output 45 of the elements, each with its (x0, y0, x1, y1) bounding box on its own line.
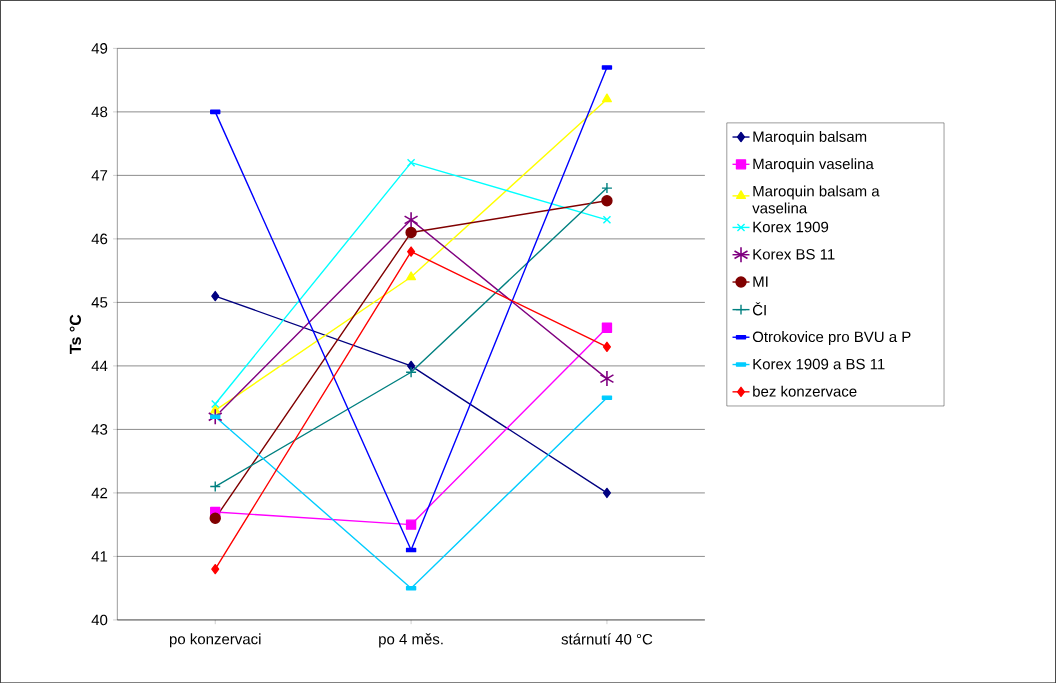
point (601, 182, 613, 194)
legend-label: Maroquin balsam a vaselina (752, 185, 880, 214)
y-axis-title: Ts °C (69, 314, 82, 354)
y-tick-label: 46 (91, 233, 108, 245)
point (601, 194, 613, 207)
point (211, 399, 220, 409)
point (207, 408, 223, 425)
point (602, 341, 612, 352)
legend-label: Maroquin vaselina (753, 158, 874, 173)
legend-label: MI (753, 276, 768, 287)
point (601, 322, 613, 333)
y-tick-label: 48 (91, 106, 108, 118)
point (211, 290, 220, 302)
point (602, 215, 612, 224)
point (403, 211, 419, 228)
point (405, 366, 417, 378)
point (599, 370, 615, 387)
point (601, 93, 612, 103)
point (406, 271, 417, 281)
legend-label: ČI (752, 302, 766, 316)
legend-label: Korex BS 11 (753, 248, 835, 260)
x-tick-label: po 4 měs. (379, 633, 443, 648)
y-tick-label: 49 (91, 42, 108, 54)
legend-label: Korex 1909 (753, 221, 829, 233)
x-tick-label: stárnutí 40 °C (561, 633, 653, 645)
point (211, 563, 220, 575)
legend-label: Otrokovice pro BVU a P (752, 330, 911, 345)
legend-label: Korex 1909 a BS 11 (753, 358, 885, 370)
point (602, 487, 612, 498)
legend-label: Maroquin balsam (753, 130, 867, 145)
y-tick-label: 44 (91, 360, 108, 371)
y-tick-label: 43 (91, 423, 108, 435)
y-tick-label: 41 (91, 551, 108, 562)
y-tick-label: 47 (91, 170, 108, 181)
y-tick-label: 45 (91, 297, 108, 308)
x-tick-label: po konzervaci (169, 633, 261, 648)
point (405, 519, 417, 530)
y-tick-label: 40 (91, 614, 108, 626)
point (407, 246, 416, 257)
point (209, 512, 221, 524)
point (405, 226, 417, 239)
point (406, 158, 416, 167)
point (209, 480, 221, 493)
y-tick-label: 42 (91, 487, 108, 499)
legend-label: bez konzervace (753, 385, 857, 397)
